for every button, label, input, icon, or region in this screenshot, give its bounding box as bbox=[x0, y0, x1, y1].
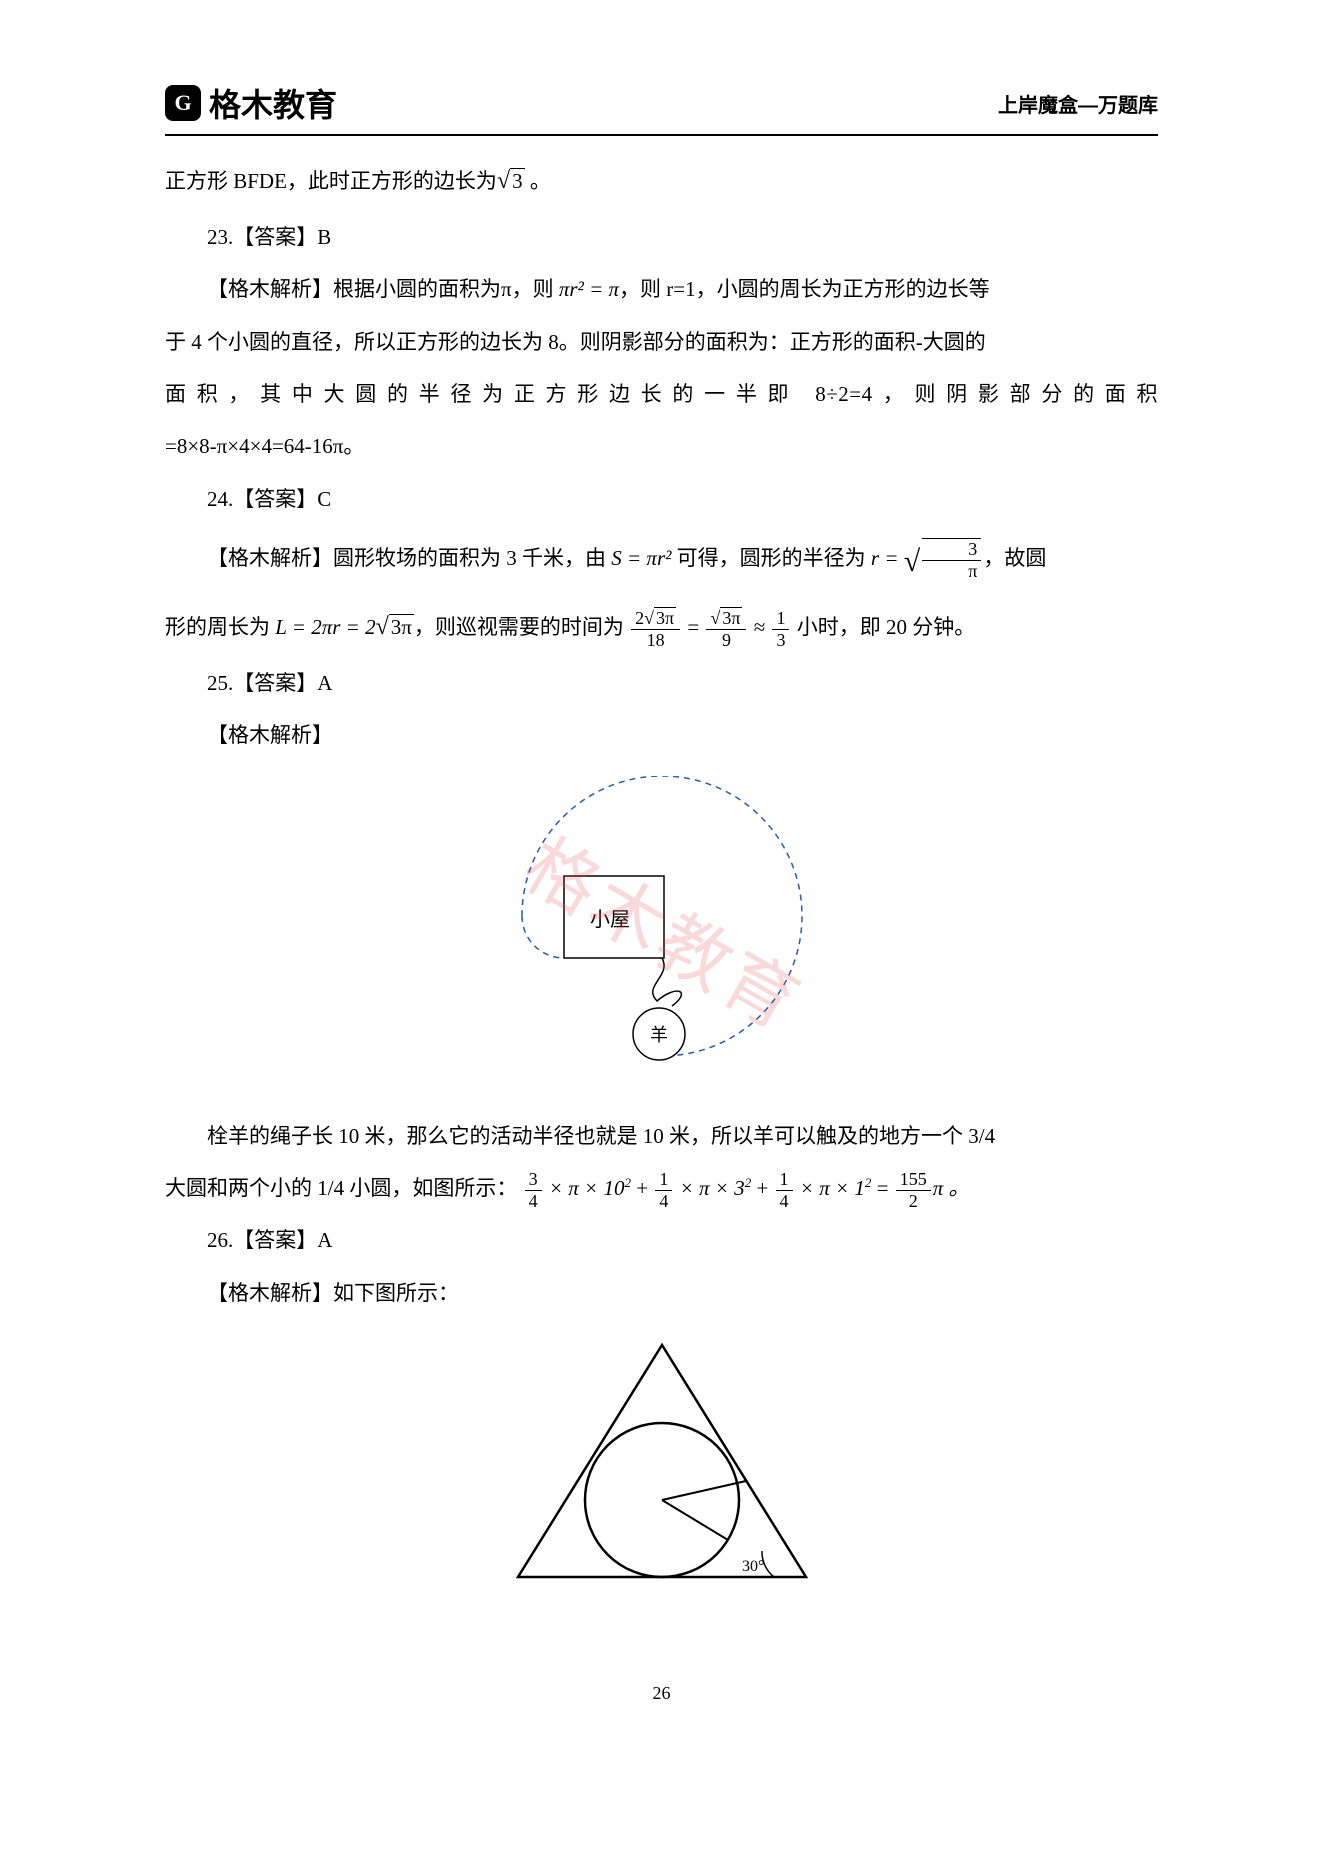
sqrt-sign: √ bbox=[497, 168, 510, 194]
q26-answer: 26.【答案】A bbox=[165, 1216, 1158, 1264]
q23-analysis-line1: 【格木解析】根据小圆的面积为π，则 πr² = π，则 r=1，小圆的周长为正方… bbox=[165, 265, 1158, 313]
q24-answer: 24.【答案】C bbox=[165, 475, 1158, 523]
document-page: G 格木教育 上岸魔盒—万题库 正方形 BFDE，此时正方形的边长为√3 。 2… bbox=[0, 0, 1323, 1774]
fraction: 13 bbox=[772, 608, 789, 650]
fraction: 34 bbox=[525, 1169, 542, 1211]
sheep-diagram: 小屋 羊 bbox=[462, 776, 862, 1096]
fraction: 1552 bbox=[896, 1169, 931, 1211]
header-right-text: 上岸魔盒—万题库 bbox=[998, 89, 1158, 118]
sheep-diagram-wrap: 格木教育 小屋 羊 bbox=[165, 776, 1158, 1096]
logo: G 格木教育 bbox=[165, 80, 337, 126]
q23-analysis-line4: =8×8-π×4×4=64-16π。 bbox=[165, 422, 1158, 470]
logo-glyph: G bbox=[174, 90, 191, 116]
logo-icon: G bbox=[165, 85, 201, 121]
q23-analysis-line3: 面积，其中大圆的半径为正方形边长的一半即 8÷2=4，则阴影部分的面积 bbox=[165, 370, 1158, 418]
fraction: 14 bbox=[655, 1169, 672, 1211]
q23-answer: 23.【答案】B bbox=[165, 213, 1158, 261]
q25-answer: 25.【答案】A bbox=[165, 659, 1158, 707]
q24-analysis-line1: 【格木解析】圆形牧场的面积为 3 千米，由 S = πr² 可得，圆形的半径为 … bbox=[165, 527, 1158, 596]
page-number: 26 bbox=[165, 1673, 1158, 1714]
radius-line-1 bbox=[662, 1500, 728, 1540]
sqrt-sign: √ bbox=[904, 545, 920, 578]
fraction: √3π9 bbox=[706, 608, 746, 650]
math-expr: πr² = π bbox=[559, 277, 619, 301]
logo-text: 格木教育 bbox=[209, 80, 337, 126]
sheep-label: 羊 bbox=[650, 1025, 668, 1045]
q25-text-line2: 大圆和两个小的 1/4 小圆，如图所示： 34 × π × 102 + 14 ×… bbox=[165, 1164, 1158, 1212]
triangle-diagram: 30° bbox=[502, 1333, 822, 1593]
q24-analysis-line2: 形的周长为 L = 2πr = 2√3π，则巡视需要的时间为 2√3π18 = … bbox=[165, 600, 1158, 655]
house-label: 小屋 bbox=[590, 908, 630, 931]
q25-text-line1: 栓羊的绳子长 10 米，那么它的活动半径也就是 10 米，所以羊可以触及的地方一… bbox=[165, 1112, 1158, 1160]
fraction: 14 bbox=[776, 1169, 793, 1211]
page-header: G 格木教育 上岸魔盒—万题库 bbox=[165, 80, 1158, 136]
q26-analysis: 【格木解析】如下图所示： bbox=[165, 1269, 1158, 1317]
small-arc-left bbox=[522, 916, 564, 958]
angle-label: 30° bbox=[742, 1558, 764, 1575]
fraction: 2√3π18 bbox=[631, 608, 680, 650]
sqrt-sign: √ bbox=[376, 614, 389, 640]
sqrt-fraction: 3π bbox=[922, 538, 981, 581]
triangle bbox=[518, 1345, 806, 1577]
rope bbox=[652, 958, 681, 1006]
radius-line-2 bbox=[662, 1481, 746, 1500]
document-body: 正方形 BFDE，此时正方形的边长为√3 。 23.【答案】B 【格木解析】根据… bbox=[165, 154, 1158, 1714]
triangle-diagram-wrap: 30° bbox=[165, 1333, 1158, 1593]
line-continuation: 正方形 BFDE，此时正方形的边长为√3 。 bbox=[165, 154, 1158, 209]
q23-analysis-line2: 于 4 个小圆的直径，所以正方形的边长为 8。则阴影部分的面积为：正方形的面积-… bbox=[165, 318, 1158, 366]
q25-analysis-label: 【格木解析】 bbox=[165, 711, 1158, 759]
